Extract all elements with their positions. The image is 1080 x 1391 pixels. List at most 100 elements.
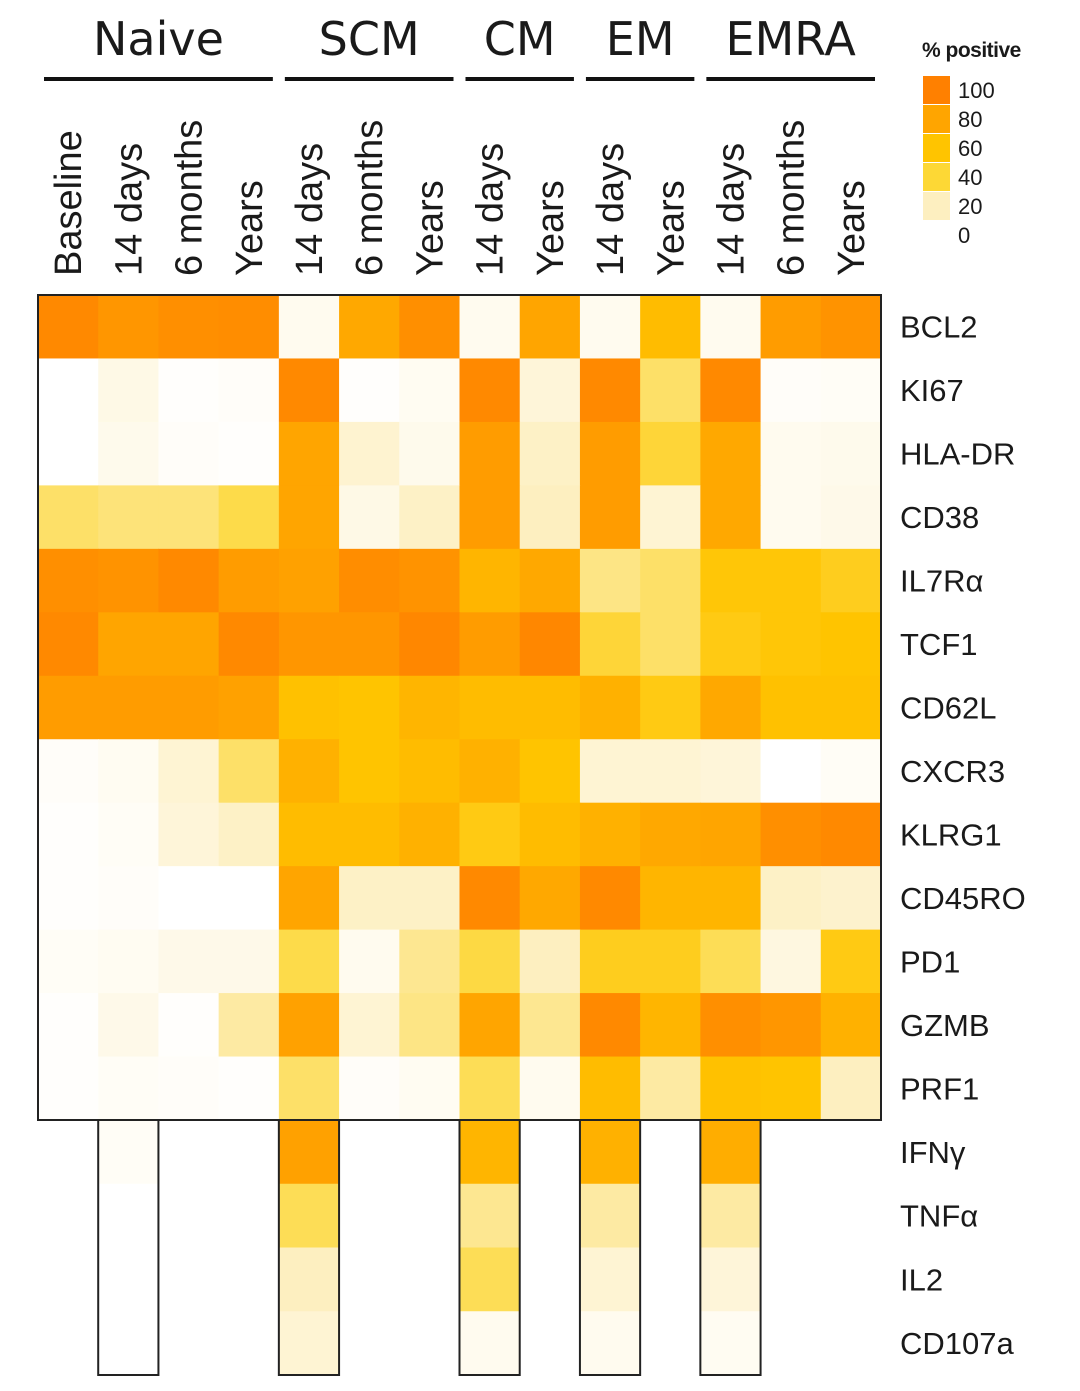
heatmap-cell (760, 612, 822, 677)
function-cell (98, 1120, 159, 1185)
heatmap-cell (278, 548, 340, 613)
heatmap-cell (399, 548, 461, 613)
heatmap-cell (218, 929, 280, 994)
heatmap-cell (760, 802, 822, 867)
heatmap-cell (399, 739, 461, 804)
legend-tick-label: 100 (958, 78, 995, 103)
group-headers: Naive SCM CM EM EMRA (44, 12, 875, 81)
row-label: PRF1 (900, 1071, 979, 1106)
heatmap-cell (38, 485, 99, 550)
legend-swatch (923, 134, 950, 162)
column-label: Years (650, 180, 692, 276)
heatmap-cell (700, 739, 762, 804)
heatmap-cell (278, 1056, 340, 1121)
row-label: IL7Rα (900, 564, 983, 599)
heatmap-cell (98, 802, 160, 867)
legend-tick-label: 40 (958, 165, 982, 190)
heatmap-cell (640, 421, 701, 486)
heatmap-cell (38, 866, 99, 931)
row-label: CD45RO (900, 881, 1026, 916)
heatmap-cell (38, 993, 99, 1058)
function-cell (579, 1120, 641, 1185)
function-cell (459, 1183, 520, 1249)
heatmap-cell (519, 993, 581, 1058)
heatmap-cell (579, 993, 641, 1058)
heatmap-cell (700, 675, 762, 740)
heatmap-cell (700, 1056, 762, 1121)
heatmap-cell (459, 421, 521, 486)
heatmap-cell (218, 866, 280, 931)
heatmap-cell (339, 358, 400, 423)
heatmap-cell (339, 548, 400, 613)
heatmap-cell (339, 739, 400, 804)
heatmap-cell (278, 993, 340, 1058)
column-label: 6 months (349, 120, 391, 276)
heatmap-cell (579, 421, 641, 486)
heatmap-cell (278, 739, 340, 804)
heatmap-cell (579, 739, 641, 804)
heatmap-cell (760, 1056, 822, 1121)
group-title: CM (484, 12, 556, 66)
heatmap-cell (700, 421, 762, 486)
heatmap-cell (700, 929, 762, 994)
heatmap-cell (760, 739, 822, 804)
heatmap-cell (98, 612, 160, 677)
heatmap-cell (640, 993, 701, 1058)
heatmap-cell (158, 485, 220, 550)
heatmap-cell (640, 929, 701, 994)
function-cell (579, 1183, 641, 1249)
heatmap-cell (700, 802, 762, 867)
heatmap-cell (519, 739, 581, 804)
heatmap-cell (399, 866, 461, 931)
heatmap-cell (38, 802, 99, 867)
column-label: 14 days (710, 143, 752, 276)
heatmap-cell (218, 675, 280, 740)
legend-swatch (923, 192, 950, 220)
heatmap-cell (760, 548, 822, 613)
heatmap-cell (158, 866, 220, 931)
heatmap-cell (820, 358, 882, 423)
group-title: Naive (93, 12, 224, 66)
heatmap-cell (700, 548, 762, 613)
row-label: BCL2 (900, 310, 978, 345)
heatmap-cell (98, 866, 160, 931)
heatmap-cell (218, 612, 280, 677)
heatmap-cell (820, 295, 882, 360)
heatmap-cell (218, 358, 280, 423)
heatmap-cell (519, 358, 581, 423)
heatmap-cell (158, 295, 220, 360)
function-cell (700, 1183, 761, 1249)
heatmap-cell (459, 358, 521, 423)
heatmap-cell (158, 675, 220, 740)
legend-swatch (923, 105, 950, 133)
legend-tick-label: 0 (958, 223, 970, 248)
heatmap-cell (278, 675, 340, 740)
heatmap-cell (820, 548, 882, 613)
row-labels: BCL2 KI67 HLA-DR CD38 IL7Rα TCF1 CD62L CXCR3 KLR… (900, 310, 1026, 1361)
row-label: TCF1 (900, 627, 978, 662)
heatmap-cell (519, 485, 581, 550)
heatmap-cell (38, 421, 99, 486)
function-cell (579, 1247, 641, 1312)
heatmap-cells (38, 295, 882, 1121)
row-label: KLRG1 (900, 817, 1002, 852)
heatmap-cell (98, 548, 160, 613)
heatmap-cell (640, 548, 701, 613)
heatmap-cell (399, 295, 461, 360)
heatmap-cell (399, 421, 461, 486)
heatmap-cell (519, 1056, 581, 1121)
heatmap-cell (760, 485, 822, 550)
heatmap-cell (339, 295, 400, 360)
heatmap-cell (579, 675, 641, 740)
function-column-frame (699, 1119, 762, 1376)
heatmap-cell (278, 485, 340, 550)
heatmap-cell (339, 1056, 400, 1121)
heatmap-cell (820, 929, 882, 994)
heatmap-cell (158, 993, 220, 1058)
column-label: 6 months (771, 120, 813, 276)
heatmap-cell (760, 866, 822, 931)
function-cell (98, 1247, 159, 1312)
heatmap-cell (218, 739, 280, 804)
row-label: PD1 (900, 944, 960, 979)
heatmap-cell (158, 802, 220, 867)
